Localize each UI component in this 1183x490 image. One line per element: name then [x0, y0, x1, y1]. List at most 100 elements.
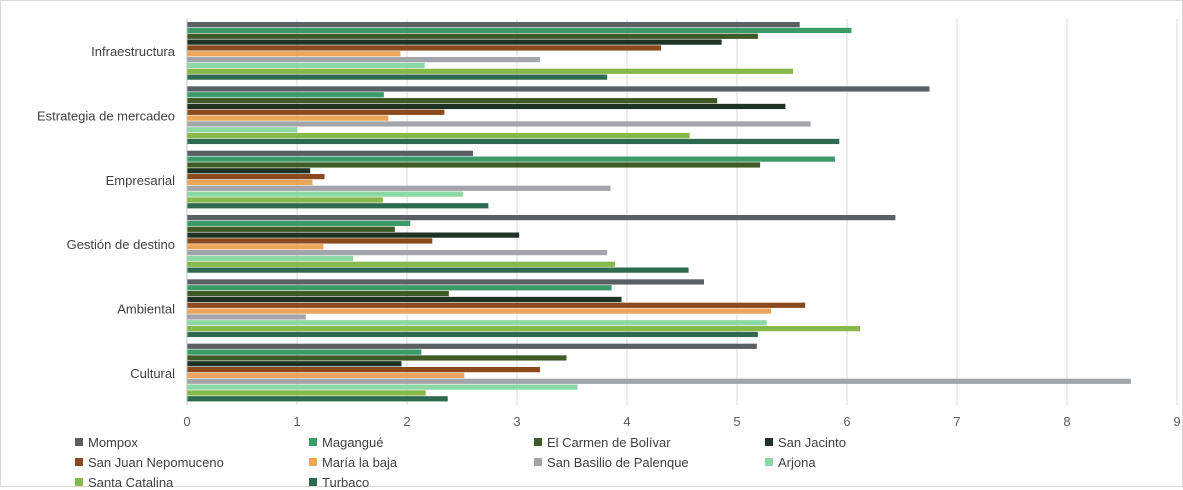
legend-label: San Juan Nepomuceno	[88, 454, 224, 470]
legend-item: El Carmen de Bolívar	[534, 434, 671, 450]
legend-label: San Basilio de Palenque	[547, 454, 689, 470]
bar	[187, 220, 411, 227]
category-label: Gestión de destino	[67, 237, 175, 252]
bar	[187, 45, 662, 51]
bar	[187, 384, 578, 390]
bar	[187, 127, 297, 133]
bar	[187, 238, 433, 244]
bar	[187, 39, 722, 45]
bar	[187, 168, 311, 174]
bar	[187, 285, 612, 291]
legend-swatch	[75, 458, 83, 466]
x-tick-label: 5	[733, 414, 740, 429]
bar	[187, 343, 757, 349]
bar	[187, 396, 448, 402]
bar	[187, 361, 402, 367]
bar	[187, 185, 611, 191]
legend-swatch	[534, 438, 542, 446]
bar	[187, 98, 718, 104]
x-tick-label: 0	[183, 414, 190, 429]
legend-item: San Juan Nepomuceno	[75, 454, 224, 470]
legend-label: San Jacinto	[778, 434, 846, 450]
x-tick-label: 9	[1173, 414, 1180, 429]
legend-swatch	[534, 458, 542, 466]
bar	[187, 232, 520, 238]
bar	[187, 33, 758, 39]
bar	[187, 355, 567, 361]
legend-item: Santa Catalina	[75, 474, 173, 490]
bar	[187, 162, 761, 168]
legend-item: Magangué	[309, 434, 383, 450]
bar	[187, 250, 608, 256]
bar	[187, 215, 896, 221]
bar	[187, 378, 1131, 384]
bar	[187, 302, 806, 308]
bar	[187, 121, 811, 127]
category-label: Estrategia de mercadeo	[37, 109, 175, 124]
legend-swatch	[309, 458, 317, 466]
legend-swatch	[309, 478, 317, 486]
bar	[187, 197, 383, 203]
bar	[187, 191, 464, 197]
bar	[187, 74, 608, 80]
bar	[187, 68, 794, 74]
bar	[187, 92, 384, 98]
bar	[187, 51, 401, 57]
bar	[187, 267, 689, 273]
bars	[187, 22, 1131, 402]
legend-item: San Basilio de Palenque	[534, 454, 689, 470]
legend-label: Arjona	[778, 454, 816, 470]
x-tick-label: 3	[513, 414, 520, 429]
legend-label: María la baja	[322, 454, 398, 470]
legend-label: Mompox	[88, 434, 138, 450]
legend-swatch	[309, 438, 317, 446]
legend-swatch	[75, 478, 83, 486]
legend-item: Mompox	[75, 434, 138, 450]
x-tick-label: 4	[623, 414, 630, 429]
bar	[187, 133, 690, 139]
legend-swatch	[75, 438, 83, 446]
legend-swatch	[765, 438, 773, 446]
category-label: Ambiental	[117, 302, 175, 317]
gridlines	[296, 19, 1178, 405]
bar	[187, 349, 422, 355]
legend-label: Santa Catalina	[88, 474, 174, 490]
bar	[187, 27, 852, 34]
bar	[187, 367, 541, 373]
legend-item: María la baja	[309, 454, 397, 470]
bar	[187, 103, 786, 110]
x-tick-label: 6	[843, 414, 850, 429]
bar	[187, 179, 313, 186]
bar	[187, 296, 622, 303]
bar	[187, 156, 835, 162]
bar	[187, 115, 389, 121]
bar	[187, 279, 704, 285]
bar	[187, 86, 930, 92]
bar	[187, 109, 445, 115]
bar	[187, 331, 758, 338]
x-axis: 0 1 2 3 4 5 6 7 8 9	[183, 414, 1180, 429]
legend-item: Turbaco	[309, 474, 369, 490]
bar	[187, 372, 465, 379]
legend-label: Turbaco	[322, 474, 370, 490]
legend-item: Arjona	[765, 454, 816, 470]
category-label: Cultural	[130, 366, 175, 381]
bar	[187, 255, 354, 262]
x-tick-label: 7	[953, 414, 960, 429]
x-tick-label: 2	[403, 414, 410, 429]
y-axis: Infraestructura Estrategia de mercadeo Emp…	[37, 19, 188, 405]
bar	[187, 150, 473, 156]
bar	[187, 62, 425, 69]
bar	[187, 261, 615, 267]
bar	[187, 326, 861, 332]
bar	[187, 314, 306, 320]
x-tick-label: 1	[293, 414, 300, 429]
bar	[187, 390, 426, 396]
bar	[187, 291, 449, 297]
legend-item: San Jacinto	[765, 434, 846, 450]
bar	[187, 308, 772, 314]
category-label: Infraestructura	[91, 44, 176, 59]
category-label: Empresarial	[106, 173, 175, 188]
